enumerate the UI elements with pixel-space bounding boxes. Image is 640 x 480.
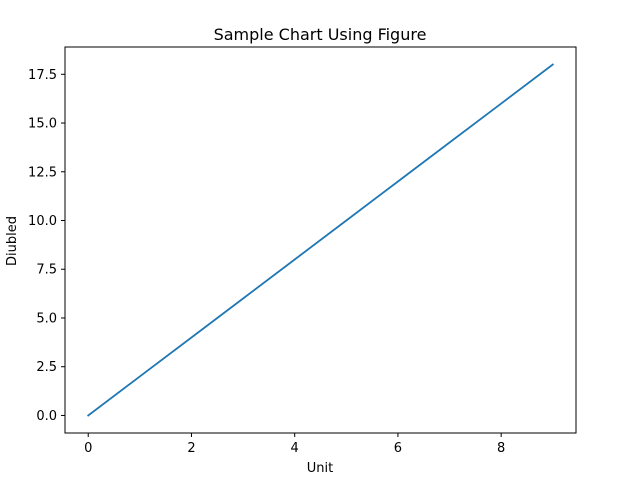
y-tick-label: 5.0 xyxy=(36,311,57,326)
series-layer xyxy=(86,63,555,417)
x-tick-label: 4 xyxy=(291,441,299,456)
y-axis-label: Diubled xyxy=(5,216,20,266)
y-tick-label: 10.0 xyxy=(28,214,57,229)
y-tick-label: 17.5 xyxy=(28,68,57,83)
y-tick-label: 7.5 xyxy=(36,263,57,278)
y-tick-label: 12.5 xyxy=(28,165,57,180)
x-tick-label: 6 xyxy=(394,441,402,456)
y-tick-label: 0.0 xyxy=(36,409,57,424)
x-tick-label: 2 xyxy=(187,441,195,456)
y-tick-label: 15.0 xyxy=(28,117,57,132)
y-axis-ticks: 0.0 2.5 5.0 7.5 10.0 12.5 15.0 17.5 xyxy=(28,68,65,424)
x-tick-label: 8 xyxy=(497,441,505,456)
x-axis-ticks: 0 2 4 6 8 xyxy=(84,433,505,456)
chart-title: Sample Chart Using Figure xyxy=(214,25,427,44)
y-tick-label: 2.5 xyxy=(36,360,57,375)
plot-area-frame xyxy=(64,46,577,434)
x-tick-label: 0 xyxy=(84,441,92,456)
series-line xyxy=(86,63,555,417)
x-axis-label: Unit xyxy=(307,461,333,476)
